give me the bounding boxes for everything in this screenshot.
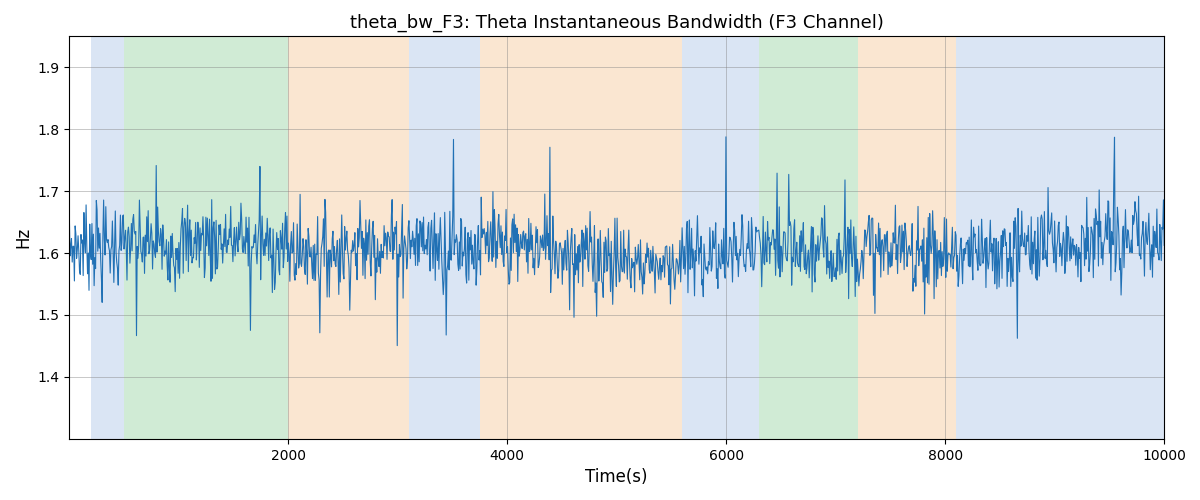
X-axis label: Time(s): Time(s) xyxy=(586,468,648,486)
Bar xyxy=(760,36,858,439)
Y-axis label: Hz: Hz xyxy=(14,227,32,248)
Bar xyxy=(683,36,760,439)
Bar xyxy=(91,36,124,439)
Title: theta_bw_F3: Theta Instantaneous Bandwidth (F3 Channel): theta_bw_F3: Theta Instantaneous Bandwid… xyxy=(349,14,883,32)
Bar xyxy=(858,36,956,439)
Bar xyxy=(409,36,480,439)
Bar xyxy=(124,36,288,439)
Bar xyxy=(288,36,409,439)
Bar xyxy=(956,36,1164,439)
Bar xyxy=(480,36,683,439)
